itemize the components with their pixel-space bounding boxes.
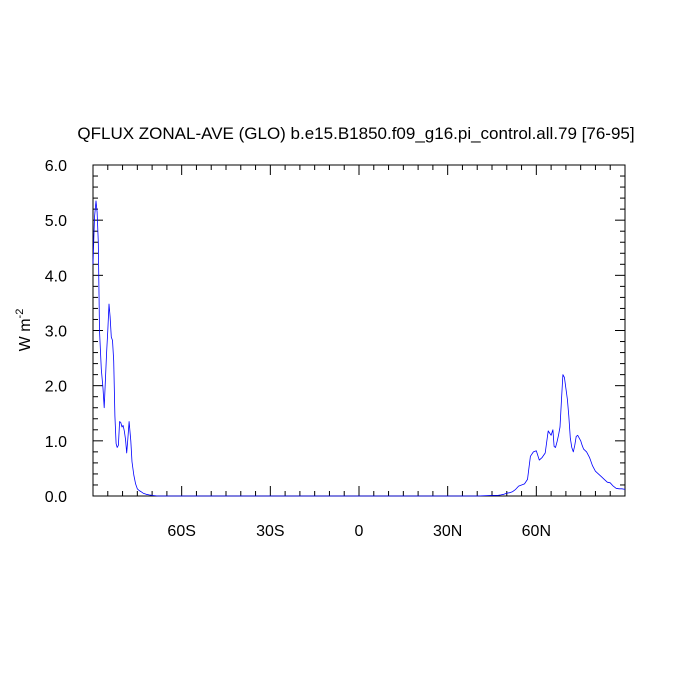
y-tick-label: 1.0 (45, 434, 67, 451)
y-axis-label: W m-2 (14, 309, 34, 352)
y-tick-label: 0.0 (45, 489, 67, 506)
series-group (92, 200, 626, 497)
y-tick-label: 3.0 (45, 324, 67, 341)
x-tick-label: 30S (256, 523, 284, 540)
series-line (92, 200, 626, 497)
chart-title: QFLUX ZONAL-AVE (GLO) b.e15.B1850.f09_g1… (77, 124, 634, 143)
y-tick-label: 5.0 (45, 213, 67, 230)
y-tick-label: 4.0 (45, 268, 67, 285)
plot-frame (92, 164, 626, 497)
y-tick-label: 2.0 (45, 379, 67, 396)
x-tick-label: 60S (167, 523, 195, 540)
x-axis-tick-labels: 60S 30S 0 30N 60N (167, 523, 551, 540)
axis-ticks (92, 164, 626, 497)
y-axis-label-base: W m (17, 318, 34, 351)
x-tick-label: 30N (433, 523, 462, 540)
y-axis-label-superscript: -2 (14, 309, 26, 319)
x-tick-label: 0 (355, 523, 364, 540)
y-axis-tick-labels: 0.0 1.0 2.0 3.0 4.0 5.0 6.0 (45, 158, 67, 506)
x-tick-label: 60N (522, 523, 551, 540)
y-tick-label: 6.0 (45, 158, 67, 175)
